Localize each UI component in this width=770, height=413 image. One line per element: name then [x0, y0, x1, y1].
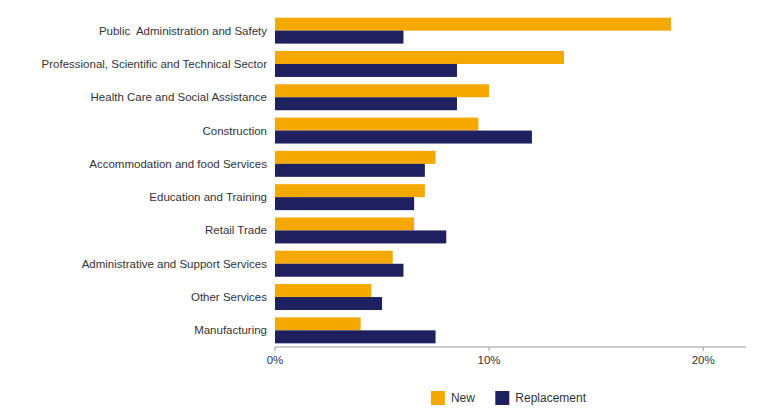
legend-swatch [431, 391, 445, 405]
bar [275, 31, 403, 44]
category-label: Accommodation and food Services [89, 158, 267, 170]
category-label: Construction [202, 125, 267, 137]
category-label: Health Care and Social Assistance [91, 91, 267, 103]
category-label: Other Services [191, 291, 267, 303]
legend: New Replacement [431, 391, 587, 405]
category-label: Professional, Scientific and Technical S… [42, 58, 268, 70]
category-label: Education and Training [149, 191, 267, 203]
legend-label: New [451, 391, 475, 405]
bar [275, 330, 436, 343]
bar [275, 217, 414, 230]
bar [275, 297, 382, 310]
legend-item: Replacement [495, 391, 586, 405]
bar [275, 18, 671, 31]
bar [275, 264, 403, 277]
bar [275, 284, 371, 297]
bar [275, 197, 414, 210]
legend-swatch [495, 391, 509, 405]
chart: Public Administration and Safety Professi… [0, 0, 770, 413]
bars [275, 18, 671, 344]
y-axis: Public Administration and Safety Professi… [42, 25, 268, 337]
bar [275, 97, 457, 110]
bar [275, 184, 425, 197]
category-label: Public Administration and Safety [99, 25, 267, 37]
tick-label: 10% [478, 354, 501, 366]
bar [275, 118, 478, 131]
bar [275, 84, 489, 97]
axis-line [275, 347, 746, 348]
bar [275, 251, 393, 264]
legend-label: Replacement [515, 391, 586, 405]
tick-mark [275, 347, 276, 351]
bar [275, 230, 446, 243]
bar [275, 317, 361, 330]
bar [275, 51, 564, 64]
legend-item: New [431, 391, 475, 405]
x-axis: 0% 10% 20% [267, 347, 746, 366]
bar [275, 64, 457, 77]
bar [275, 131, 532, 144]
bar [275, 164, 425, 177]
tick-label: 0% [267, 354, 284, 366]
category-label: Administrative and Support Services [82, 258, 268, 270]
category-label: Retail Trade [205, 224, 267, 236]
category-label: Manufacturing [194, 324, 267, 336]
bar [275, 151, 436, 164]
tick-mark [703, 347, 704, 351]
tick-mark [489, 347, 490, 351]
tick-label: 20% [692, 354, 715, 366]
